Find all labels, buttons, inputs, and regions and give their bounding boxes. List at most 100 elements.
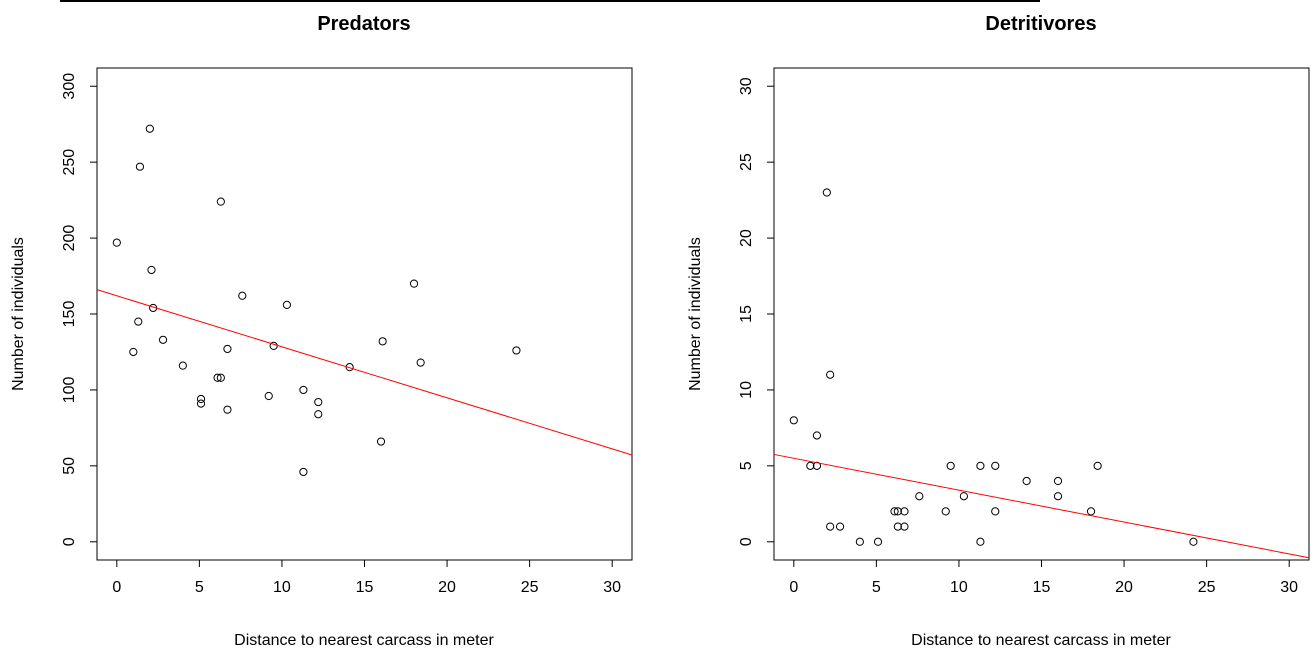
data-point: [409, 279, 419, 288]
data-point: [991, 461, 1000, 470]
x-axis: 0 5 10 15 20 25 30: [112, 560, 621, 596]
data-point: [147, 265, 156, 275]
scatter-points: [789, 188, 1198, 546]
regression-line: [96, 289, 633, 456]
data-point: [855, 537, 864, 546]
chart-panel-predators: Predators 0 5 10 15 20 25 30 0 50 100 150 200 250 30…: [10, 13, 633, 649]
x-axis-label: Distance to nearest carcass in meter: [234, 632, 494, 649]
y-tick-label: 50: [61, 457, 78, 475]
scatter-points: [112, 124, 521, 477]
chart-title: Detritivores: [985, 13, 1096, 35]
data-point: [264, 391, 273, 401]
data-point: [976, 461, 985, 470]
x-tick-label: 10: [950, 579, 968, 596]
data-point: [991, 507, 1000, 516]
data-point: [900, 522, 909, 531]
y-axis-label: Number of individuals: [687, 237, 704, 391]
data-point: [223, 405, 232, 414]
x-tick-label: 25: [1198, 579, 1216, 596]
data-point: [893, 522, 902, 531]
data-point: [915, 492, 924, 501]
x-tick-label: 5: [872, 579, 881, 596]
x-tick-label: 30: [1280, 579, 1298, 596]
data-point: [976, 537, 985, 546]
data-point: [129, 347, 138, 357]
chart-title: Predators: [317, 13, 410, 35]
x-tick-label: 25: [521, 579, 539, 596]
data-point: [314, 410, 323, 419]
data-point: [196, 394, 206, 404]
data-point: [314, 397, 323, 407]
data-point: [873, 537, 883, 546]
data-point: [941, 507, 950, 516]
data-point: [1189, 537, 1198, 546]
y-tick-label: 0: [61, 537, 78, 546]
regression-line: [773, 453, 1310, 559]
data-point: [822, 188, 831, 197]
x-tick-label: 0: [789, 579, 798, 596]
y-tick-label: 15: [738, 305, 755, 323]
data-point: [946, 461, 955, 470]
data-point: [216, 373, 225, 382]
data-point: [178, 361, 187, 370]
data-point: [376, 437, 386, 446]
data-point: [238, 291, 247, 300]
x-axis-label: Distance to nearest carcass in meter: [911, 632, 1171, 649]
data-point: [158, 335, 168, 344]
data-point: [789, 416, 798, 425]
data-point: [299, 385, 308, 395]
data-point: [213, 373, 222, 382]
data-point: [196, 399, 206, 408]
data-point: [282, 300, 291, 309]
data-point: [269, 341, 278, 350]
x-tick-label: 15: [356, 579, 374, 596]
x-tick-label: 20: [438, 579, 456, 596]
data-point: [1053, 476, 1063, 486]
y-tick-label: 10: [738, 381, 755, 399]
y-tick-label: 250: [61, 149, 78, 176]
data-point: [145, 124, 154, 133]
data-point: [890, 507, 899, 516]
data-point: [512, 346, 521, 355]
y-tick-label: 300: [61, 73, 78, 100]
x-tick-label: 0: [112, 579, 121, 596]
data-point: [959, 492, 968, 501]
data-point: [135, 162, 145, 171]
data-point: [216, 197, 225, 206]
x-axis: 0 5 10 15 20 25 30: [789, 560, 1298, 596]
y-tick-label: 5: [738, 461, 755, 470]
data-point: [223, 344, 232, 354]
chart-panel-detritivores: Detritivores 0 5 10 15 20 25 30 0 5 10 15 20 25 30 D…: [687, 13, 1310, 649]
y-tick-label: 20: [738, 229, 755, 247]
data-point: [826, 370, 835, 379]
y-tick-label: 0: [738, 537, 755, 546]
y-tick-label: 150: [61, 301, 78, 328]
top-rule: [60, 0, 1040, 2]
y-axis: 0 5 10 15 20 25 30: [738, 77, 774, 546]
data-point: [1086, 507, 1096, 516]
data-point: [806, 461, 815, 470]
data-point: [835, 522, 845, 531]
data-point: [345, 363, 354, 372]
data-point: [378, 337, 387, 346]
data-point: [1053, 492, 1063, 501]
y-axis: 0 50 100 150 200 250 300: [61, 73, 97, 546]
data-point: [1093, 461, 1102, 470]
x-tick-label: 5: [195, 579, 204, 596]
data-point: [826, 522, 835, 531]
data-point: [112, 238, 121, 247]
data-point: [134, 317, 143, 326]
x-tick-label: 10: [273, 579, 291, 596]
y-tick-label: 25: [738, 153, 755, 171]
data-point: [893, 507, 902, 516]
data-point: [416, 358, 425, 367]
data-point: [812, 431, 822, 440]
data-point: [299, 467, 308, 477]
data-point: [900, 507, 909, 516]
y-axis-label: Number of individuals: [10, 237, 27, 391]
plot-frame: [773, 67, 1310, 561]
x-tick-label: 20: [1115, 579, 1133, 596]
y-tick-label: 200: [61, 225, 78, 252]
y-tick-label: 30: [738, 77, 755, 95]
